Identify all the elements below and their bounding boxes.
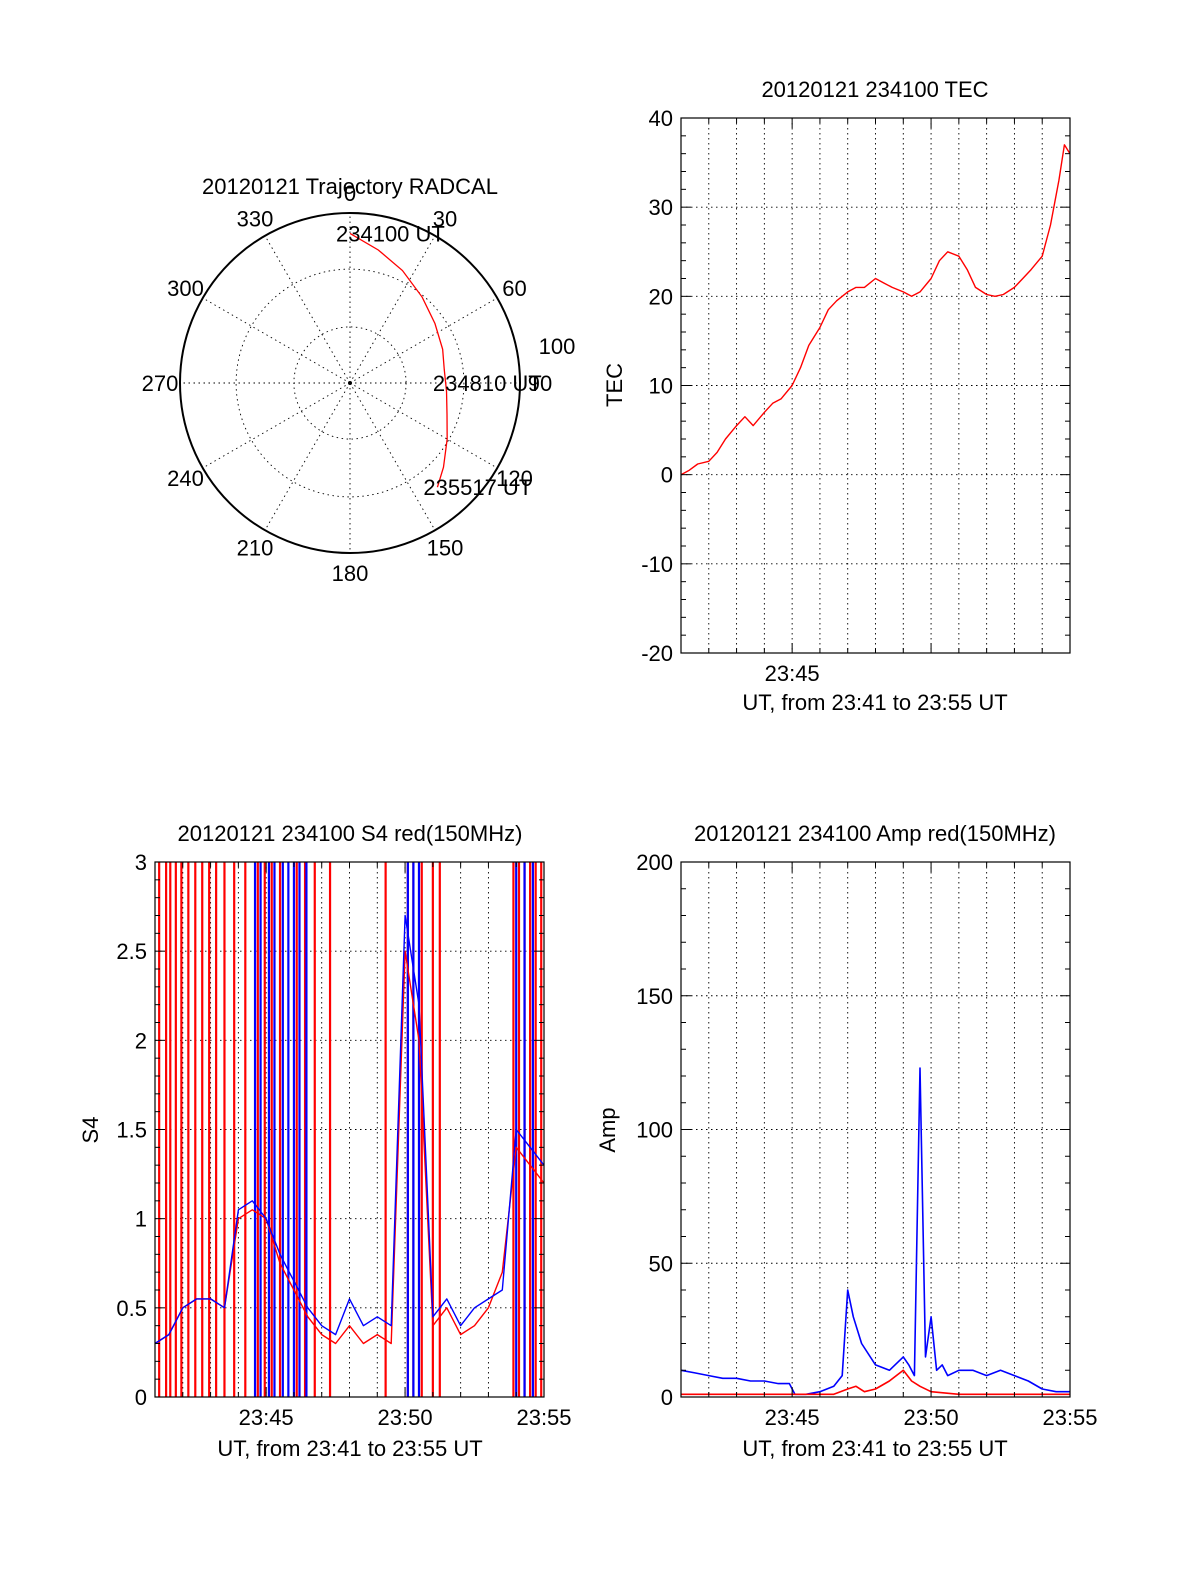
s4-plot-area: 0 0.5 1 1.5 2 2.5 3 23:45 23:50 23:55 [116, 850, 571, 1430]
polar-spoke [349, 297, 498, 384]
polar-spoke [349, 235, 436, 384]
tec-ylabel: TEC [602, 363, 627, 407]
amp-title: 20120121 234100 Amp red(150MHz) [694, 821, 1056, 846]
polar-trajectory-line [349, 232, 448, 488]
polar-time-annotation: 235517 UT [423, 475, 532, 500]
x-tick-label: 23:55 [516, 1405, 571, 1430]
y-tick-label: 10 [649, 374, 673, 399]
x-tick-label: 23:50 [378, 1405, 433, 1430]
series-line [680, 1067, 1070, 1396]
series-line [154, 914, 545, 1345]
y-tick-label: 30 [649, 195, 673, 220]
polar-title: 20120121 Trajectory RADCAL [202, 174, 498, 199]
y-tick-label: 1 [135, 1207, 147, 1232]
y-tick-label: 0 [135, 1385, 147, 1410]
polar-trajectory [349, 232, 448, 488]
s4-title: 20120121 234100 S4 red(150MHz) [178, 821, 523, 846]
polar-annotations: 234100 UT 234810 UT 235517 UT [336, 221, 542, 500]
polar-time-annotation: 234810 UT [433, 371, 542, 396]
y-tick-label: 40 [649, 106, 673, 131]
tec-plot-area: -20 -10 0 10 20 30 40 23:45 [641, 106, 1071, 686]
amp-panel: 20120121 234100 Amp red(150MHz) Amp UT, … [595, 821, 1098, 1461]
y-tick-label: 2.5 [116, 939, 147, 964]
polar-spoke [264, 235, 351, 384]
tec-xlabel: UT, from 23:41 to 23:55 UT [742, 690, 1007, 715]
s4-ylabel: S4 [78, 1117, 103, 1144]
amp-plot-area: 0 50 100 150 200 23:45 23:50 23:55 [636, 850, 1097, 1430]
y-tick-label: 20 [649, 284, 673, 309]
y-tick-label: 1.5 [116, 1118, 147, 1143]
polar-time-annotation: 234100 UT [336, 221, 445, 246]
x-tick-label: 23:50 [904, 1405, 959, 1430]
tec-title: 20120121 234100 TEC [761, 77, 988, 102]
tec-panel: 20120121 234100 TEC TEC UT, from 23:41 t… [602, 77, 1071, 715]
x-tick-label: 23:45 [239, 1405, 294, 1430]
y-tick-label: 0.5 [116, 1296, 147, 1321]
x-tick-label: 23:45 [765, 1405, 820, 1430]
polar-spoke [264, 382, 351, 531]
polar-grid [179, 212, 521, 554]
polar-angle-labels: 0 30 60 90 120 150 180 210 240 270 300 330 100 [142, 181, 576, 586]
y-tick-label: -10 [641, 552, 673, 577]
polar-angle-label: 330 [237, 206, 274, 231]
polar-angle-label: 90 [528, 371, 552, 396]
y-tick-label: 0 [661, 1385, 673, 1410]
polar-trajectory-panel: 20120121 Trajectory RADCAL 0 30 60 90 120 150… [142, 174, 576, 586]
y-tick-label: 0 [661, 463, 673, 488]
polar-spoke [202, 297, 351, 384]
polar-spoke [202, 382, 351, 469]
polar-angle-label: 60 [502, 276, 526, 301]
y-tick-label: 200 [636, 850, 673, 875]
y-tick-label: -20 [641, 641, 673, 666]
x-tick-label: 23:45 [765, 661, 820, 686]
amp-xlabel: UT, from 23:41 to 23:55 UT [742, 1436, 1007, 1461]
polar-angle-label: 0 [344, 181, 356, 206]
polar-center [348, 381, 352, 385]
polar-angle-label: 120 [496, 466, 533, 491]
polar-angle-label: 30 [433, 206, 457, 231]
polar-angle-label: 210 [237, 536, 274, 561]
polar-radius-circle [235, 268, 465, 498]
polar-extra-label: 100 [539, 334, 576, 359]
series-line [681, 1369, 1070, 1396]
x-tick-label: 23:55 [1042, 1405, 1097, 1430]
y-tick-label: 50 [649, 1251, 673, 1276]
y-tick-label: 3 [135, 850, 147, 875]
polar-angle-label: 150 [427, 536, 464, 561]
series-line [680, 144, 1071, 476]
polar-spoke [349, 382, 498, 469]
polar-angle-label: 300 [167, 276, 204, 301]
polar-angle-label: 240 [167, 466, 204, 491]
polar-spoke [349, 382, 436, 531]
polar-outer-circle [179, 212, 521, 554]
s4-xlabel: UT, from 23:41 to 23:55 UT [217, 1436, 482, 1461]
y-tick-label: 2 [135, 1028, 147, 1053]
s4-panel: 20120121 234100 S4 red(150MHz) S4 UT, fr… [78, 821, 572, 1461]
amp-ylabel: Amp [595, 1107, 620, 1152]
polar-angle-label: 270 [142, 371, 179, 396]
y-tick-label: 100 [636, 1118, 673, 1143]
polar-angle-label: 180 [332, 561, 369, 586]
y-tick-label: 150 [636, 984, 673, 1009]
